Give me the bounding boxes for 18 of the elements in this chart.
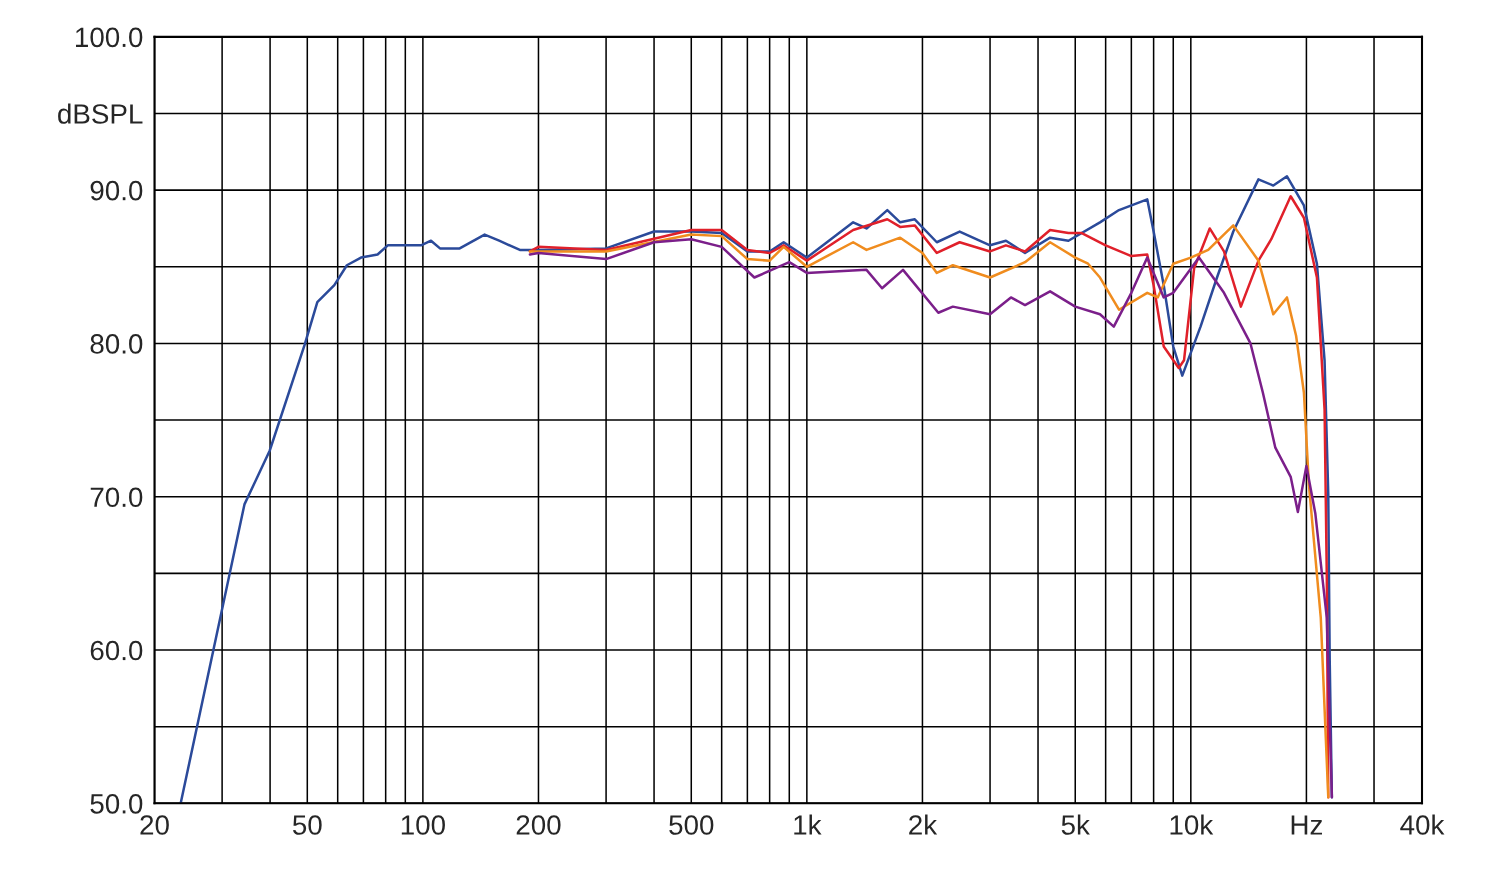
x-tick-label: 1k xyxy=(794,814,822,835)
x-tick-label: 20 xyxy=(140,815,169,835)
y-tick-label: 60.0 xyxy=(90,640,143,661)
x-tick-label: 100 xyxy=(401,815,445,835)
x-tick-label: 5k xyxy=(1061,814,1090,835)
y-tick-label: 50.0 xyxy=(90,794,143,814)
y-tick-label: dBSPL xyxy=(58,103,143,124)
y-tick-label: 90.0 xyxy=(90,180,143,201)
x-tick-label: 10k xyxy=(1170,814,1214,835)
x-tick-label: 50 xyxy=(292,815,322,835)
x-tick-label: 2k xyxy=(909,814,938,835)
x-tick-label: 40k xyxy=(1400,814,1445,835)
x-tick-label: 200 xyxy=(516,815,561,835)
x-tick-label: 500 xyxy=(669,815,714,835)
y-tick-label: 70.0 xyxy=(90,487,143,508)
y-tick-label: 100.0 xyxy=(76,27,143,48)
y-tick-label: 80.0 xyxy=(90,334,143,354)
x-tick-label: Hz xyxy=(1291,815,1322,835)
